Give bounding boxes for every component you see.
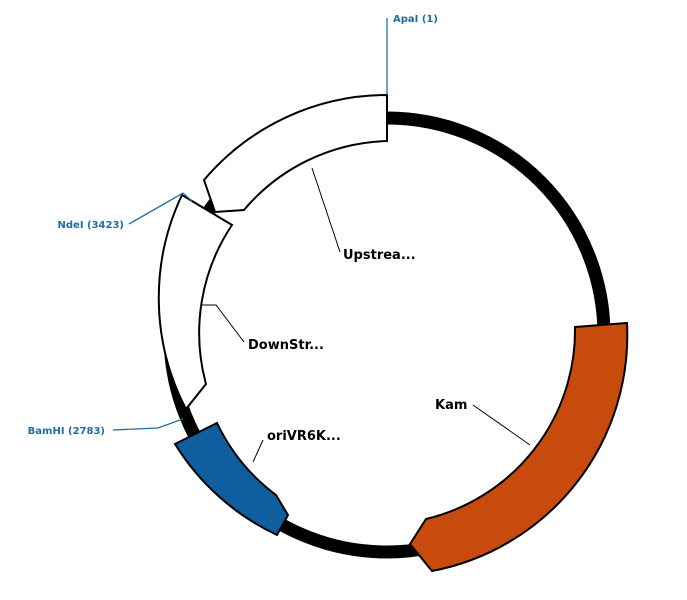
feature-label-orivr6k[interactable]: oriVR6K...	[267, 429, 341, 444]
feature-label-kam[interactable]: Kam	[435, 398, 467, 413]
feature-upstream-leader	[311, 167, 341, 253]
feature-orivr6k-leader	[252, 439, 264, 463]
site-bamhi-line	[112, 418, 184, 431]
site-label-apai[interactable]: ApaI (1)	[393, 14, 438, 25]
feature-label-upstream[interactable]: Upstrea...	[343, 248, 416, 263]
site-label-bamhi[interactable]: BamHI (2783)	[28, 426, 105, 437]
feature-label-downstream[interactable]: DownStr...	[248, 338, 324, 353]
feature-orivr6k-arrow[interactable]	[173, 421, 290, 537]
feature-downstream-leader	[201, 304, 245, 343]
feature-kam-arrow[interactable]	[408, 321, 629, 573]
site-ndei-line	[128, 192, 193, 225]
feature-upstream-arrow[interactable]	[202, 93, 388, 214]
feature-kam-leader	[472, 404, 531, 446]
feature-downstream-arrow[interactable]	[157, 193, 234, 411]
site-label-ndei[interactable]: NdeI (3423)	[58, 220, 124, 231]
